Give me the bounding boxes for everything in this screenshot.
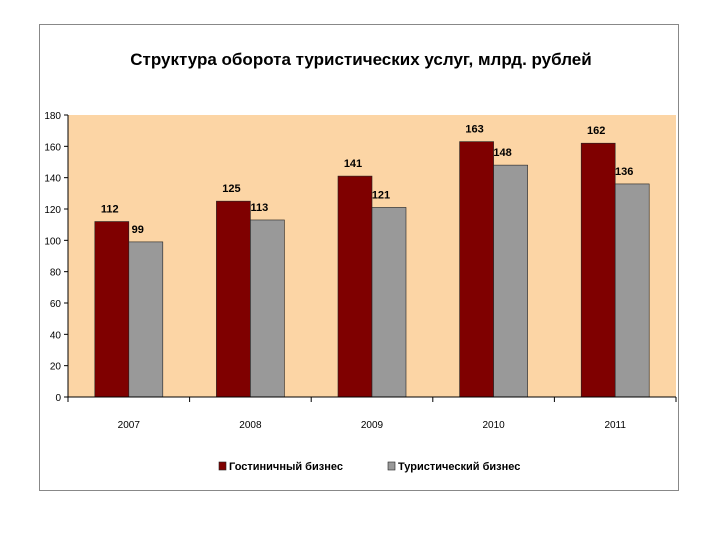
y-tick-label: 120 [44, 205, 61, 216]
bar-tourism [128, 241, 164, 398]
x-axis: 2007 2008 2009 2010 2011 [67, 396, 677, 431]
x-tick-label: 2008 [239, 420, 262, 431]
bar-tourism [493, 164, 528, 398]
bar-hotel [337, 175, 373, 398]
y-tick-label: 60 [50, 299, 62, 310]
bar-tourism [250, 219, 285, 398]
legend-label: Гостиничный бизнес [229, 461, 343, 473]
legend: Гостиничный бизнес Туристический бизнес [218, 461, 520, 473]
y-tick-label: 40 [50, 330, 62, 341]
y-tick-label: 80 [50, 268, 62, 279]
data-label: 136 [615, 166, 633, 178]
bar-hotel [459, 141, 494, 398]
data-label: 112 [101, 204, 119, 216]
chart-title: Структура оборота туристических услуг, м… [130, 50, 591, 69]
y-tick-label: 180 [44, 111, 61, 122]
data-label: 141 [344, 158, 362, 170]
data-labels: 112 125 141 163 162 99 113 121 148 136 [101, 124, 633, 236]
y-tick-label: 0 [55, 393, 61, 404]
data-label: 148 [493, 147, 511, 159]
bar-tourism [614, 183, 650, 398]
data-label: 121 [372, 189, 390, 201]
bar-hotel [580, 142, 616, 398]
y-tick-label: 100 [44, 236, 61, 247]
y-axis: 0 20 40 60 80 100 120 140 160 180 [44, 111, 69, 404]
bar-hotel [216, 200, 251, 398]
y-tick-label: 140 [44, 174, 61, 185]
data-label: 163 [465, 124, 483, 136]
bar-tourism [371, 207, 407, 398]
data-label: 113 [251, 202, 269, 214]
x-tick-label: 2009 [361, 420, 384, 431]
data-label: 99 [132, 224, 144, 236]
data-label: 125 [222, 183, 240, 195]
bar-hotel [94, 221, 130, 398]
y-tick-label: 160 [44, 142, 61, 153]
y-tick-label: 20 [50, 362, 62, 373]
x-tick-label: 2007 [118, 420, 141, 431]
legend-swatch [387, 461, 396, 471]
legend-label: Туристический бизнес [398, 461, 520, 473]
legend-swatch [218, 461, 227, 471]
x-tick-label: 2010 [482, 420, 505, 431]
data-label: 162 [587, 125, 605, 137]
bar-series [94, 141, 650, 398]
x-tick-label: 2011 [604, 420, 626, 431]
